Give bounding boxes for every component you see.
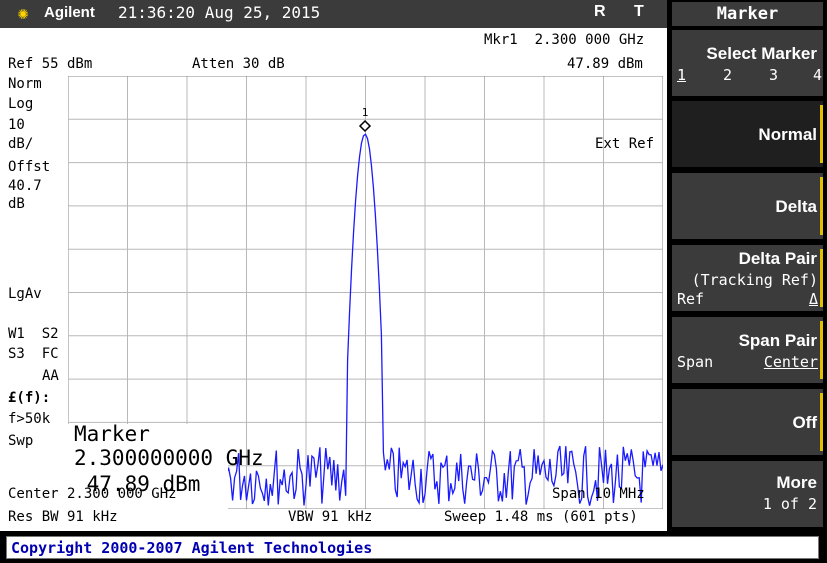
label-norm: Norm (8, 76, 42, 92)
trigger-flag: T (634, 3, 644, 20)
more-key[interactable]: More 1 of 2 (672, 461, 823, 527)
marker-readout-level: 47.89 dBm (567, 56, 643, 72)
label-offset-value: 40.7 (8, 178, 42, 194)
delta-pair-sub: (Tracking Ref) (691, 271, 818, 289)
ext-ref-indicator: Ext Ref (595, 136, 655, 152)
label-f50k: f>50k (8, 411, 51, 427)
marker-box-title: Marker (74, 422, 150, 446)
key-accent-bar (820, 393, 823, 451)
agilent-logo-icon: ✺ (17, 3, 29, 24)
delta-pair-ref: Ref (677, 290, 705, 308)
marker-box-level: 47.89 dBm (74, 472, 201, 496)
normal-key[interactable]: Normal (672, 101, 823, 167)
more-label: More (776, 473, 817, 492)
marker-readout-frequency: Mkr1 2.300 000 GHz (484, 32, 645, 48)
softkey-menu: Marker Select Marker 1 2 3 4 Normal Delt… (668, 0, 827, 532)
span-pair-key[interactable]: Span Pair Span Center (672, 317, 823, 383)
select-marker-option-3[interactable]: 3 (769, 66, 779, 84)
delta-key[interactable]: Delta (672, 173, 823, 239)
brand-label: Agilent (44, 4, 95, 21)
label-s3fc: S3 FC (8, 346, 59, 362)
off-label: Off (792, 413, 817, 432)
marker-diamond-icon (358, 119, 372, 133)
key-accent-bar (820, 321, 823, 379)
label-offst: Offst (8, 159, 51, 175)
delta-label: Delta (775, 197, 817, 216)
datetime-label: 21:36:20 Aug 25, 2015 (118, 3, 321, 22)
marker-number: 1 (362, 106, 369, 119)
select-marker-option-1[interactable]: 1 (677, 66, 687, 84)
center-frequency: Center 2.300 000 GHz (8, 486, 177, 502)
key-accent-bar (820, 105, 823, 163)
label-lgav: LgAv (8, 286, 42, 302)
video-bandwidth: VBW 91 kHz (288, 509, 373, 525)
delta-pair-label: Delta Pair (738, 249, 817, 268)
analyzer-display: Mkr1 2.300 000 GHz 47.89 dBm Ref 55 dBm … (0, 28, 667, 531)
marker-1: 1 (358, 106, 372, 133)
span-frequency: Span 10 MHz (552, 486, 645, 502)
normal-label: Normal (758, 125, 817, 144)
remote-flag: R (594, 3, 606, 20)
label-log: Log (8, 96, 34, 112)
off-key[interactable]: Off (672, 389, 823, 455)
key-accent-bar (820, 177, 823, 235)
delta-pair-key[interactable]: Delta Pair (Tracking Ref) Ref Δ (672, 245, 823, 311)
select-marker-option-4[interactable]: 4 (813, 66, 823, 84)
copyright-text: Copyright 2000-2007 Agilent Technologies (6, 536, 819, 559)
label-scale-value: 10 (8, 117, 25, 133)
resolution-bandwidth: Res BW 91 kHz (8, 509, 118, 525)
select-marker-option-2[interactable]: 2 (723, 66, 733, 84)
label-swp: Swp (8, 433, 34, 449)
reference-level: Ref 55 dBm (8, 56, 93, 72)
label-scale-unit: dB/ (8, 136, 34, 152)
span-pair-center: Center (763, 353, 818, 371)
select-marker-key[interactable]: Select Marker 1 2 3 4 (672, 30, 823, 96)
label-ef: £(f): (8, 390, 51, 406)
more-page: 1 of 2 (762, 495, 817, 513)
label-w1s2: W1 S2 (8, 326, 59, 342)
attenuation: Atten 30 dB (192, 56, 285, 72)
marker-info-box: Marker 2.300000000 GHz 47.89 dBm (68, 422, 264, 512)
menu-title: Marker (672, 2, 823, 26)
copyright-bar: Copyright 2000-2007 Agilent Technologies (0, 534, 827, 563)
span-pair-label: Span Pair (738, 331, 817, 350)
label-offset-unit: dB (8, 196, 25, 212)
span-pair-span: Span (677, 353, 714, 371)
sweep-time: Sweep 1.48 ms (601 pts) (444, 509, 638, 525)
marker-box-frequency: 2.300000000 GHz (74, 446, 264, 470)
status-bar: ✺ Agilent 21:36:20 Aug 25, 2015 R T (0, 0, 667, 28)
select-marker-label: Select Marker (706, 44, 817, 63)
label-aa: AA (42, 368, 59, 384)
key-accent-bar (820, 249, 823, 307)
delta-glyph-icon: Δ (808, 290, 818, 308)
